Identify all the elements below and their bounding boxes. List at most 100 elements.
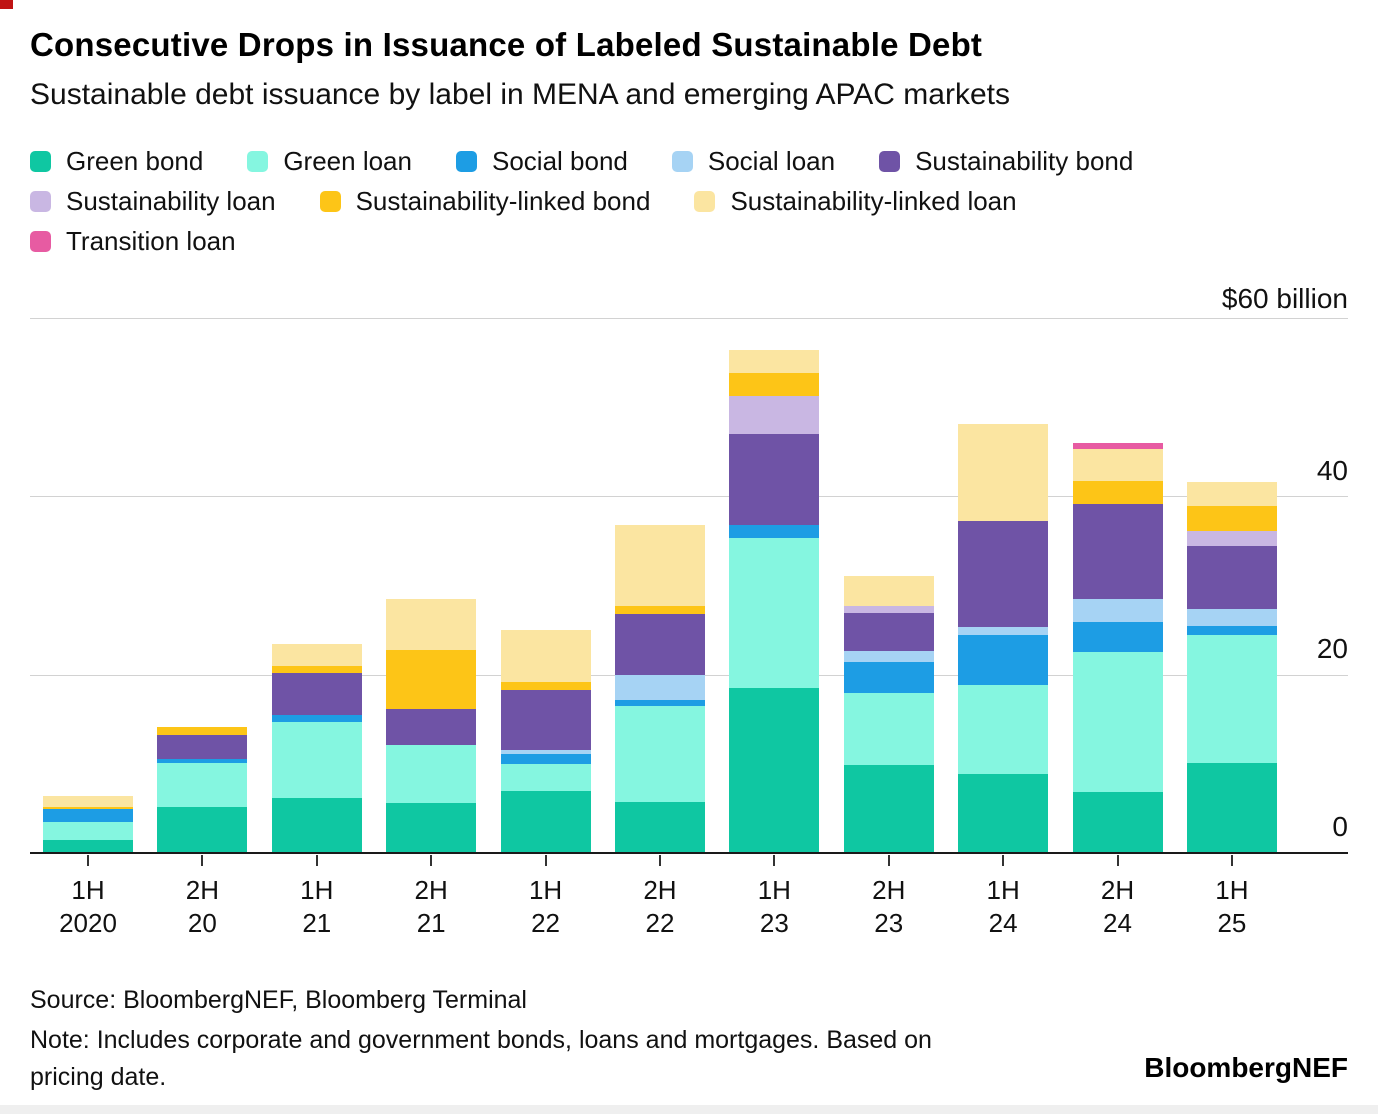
bar-2H-24 (1072, 442, 1163, 853)
bar-2H-22 (614, 524, 705, 853)
legend-item: Sustainability bond (879, 146, 1133, 177)
segment-social-loan (1072, 598, 1163, 623)
legend-item: Green bond (30, 146, 203, 177)
legend-item: Social loan (671, 146, 836, 177)
legend-swatch-icon (455, 151, 477, 172)
segment-green-loan (614, 705, 705, 803)
legend: Green bond Green loan Social bond Social lo… (30, 146, 1177, 257)
x-axis-slot: 2H 20 (157, 855, 247, 940)
x-axis-slot: 2H 21 (386, 855, 476, 940)
segment-sustainability-bond (386, 709, 477, 746)
note-text: Note: Includes corporate and government … (30, 1022, 932, 1096)
segment-green-loan (157, 762, 248, 807)
legend-item: Sustainability-linked loan (694, 186, 1017, 217)
x-axis-tick (1116, 855, 1119, 866)
segment-social-loan (843, 650, 934, 663)
x-axis-tick (1002, 855, 1005, 866)
x-axis-tick (1230, 855, 1233, 866)
segment-green-bond (1072, 792, 1163, 853)
segment-green-bond (614, 802, 705, 853)
segment-sustainability-bond (614, 614, 705, 675)
segment-transition-loan (1072, 442, 1163, 450)
legend-label: Green bond (66, 146, 204, 176)
x-axis-slot: 1H 21 (272, 855, 362, 940)
segment-social-bond (729, 524, 820, 539)
segment-sustainability-linked-loan (614, 524, 705, 607)
segment-green-bond (157, 806, 248, 853)
bottom-strip (0, 1105, 1378, 1114)
y-axis-unit-label: $60 billion (1221, 283, 1348, 314)
x-axis-tick (887, 855, 890, 866)
bar-2H-23 (843, 575, 934, 853)
bar-1H-24 (958, 424, 1049, 853)
legend-item: Green loan (247, 146, 412, 177)
segment-green-loan (500, 763, 591, 791)
legend-row: Transition loan (30, 226, 1177, 257)
bar-1H-25 (1186, 482, 1277, 853)
segment-green-bond (729, 688, 820, 853)
legend-label: Social bond (491, 146, 628, 176)
legend-swatch-icon (319, 191, 341, 212)
chart-title: Consecutive Drops in Issuance of Labeled… (30, 26, 983, 63)
x-axis-labels: 1H 2020 2H 20 1H 21 2H 21 1H 22 2H 22 1H 23 2H 23 1H 24 2H… (43, 855, 1277, 940)
segment-green-bond (1186, 762, 1277, 853)
x-axis-tick (430, 855, 433, 866)
x-axis-label: 2H 24 (1100, 875, 1135, 938)
legend-swatch-icon (30, 151, 51, 172)
x-axis-slot: 1H 25 (1187, 855, 1277, 940)
x-axis-slot: 1H 2020 (43, 855, 133, 940)
x-axis-label: 1H 2020 (59, 875, 117, 938)
x-axis-label: 2H 20 (185, 875, 220, 938)
x-axis-label: 1H 24 (986, 875, 1020, 938)
bar-1H-22 (500, 630, 591, 853)
y-tick-label-0: 0 (1332, 811, 1348, 842)
segment-green-loan (843, 693, 934, 765)
segment-green-loan (43, 821, 133, 840)
x-axis-tick (201, 855, 204, 866)
x-axis-tick (544, 855, 547, 866)
segment-sustainability-linked-bond (43, 806, 133, 810)
segment-sustainability-linked-bond (729, 373, 820, 396)
segment-social-loan (958, 626, 1049, 635)
bars-group (43, 318, 1277, 853)
legend-swatch-icon (879, 151, 901, 172)
source-text: Source: BloombergNEF, Bloomberg Terminal (30, 986, 527, 1014)
segment-sustainability-linked-loan (500, 630, 591, 682)
segment-sustainability-bond (1186, 546, 1277, 609)
segment-green-loan (271, 721, 362, 798)
segment-sustainability-bond (157, 735, 248, 760)
segment-sustainability-bond (843, 613, 934, 651)
gridline-60 (30, 318, 1348, 319)
segment-sustainability-linked-loan (271, 643, 362, 666)
segment-social-bond (157, 759, 248, 763)
segment-green-bond (843, 764, 934, 853)
x-axis-label: 1H 21 (300, 875, 334, 938)
x-axis-label: 1H 25 (1215, 875, 1249, 938)
segment-green-loan (958, 684, 1049, 774)
segment-sustainability-linked-loan (1072, 449, 1163, 482)
segment-green-loan (386, 745, 477, 804)
segment-social-bond (1186, 625, 1277, 635)
segment-social-bond (500, 754, 591, 764)
x-axis-label: 1H 22 (528, 875, 563, 938)
x-axis-label: 2H 22 (643, 875, 677, 938)
segment-social-bond (1072, 622, 1163, 653)
legend-label: Sustainability-linked loan (730, 186, 1017, 216)
segment-sustainability-bond (500, 689, 591, 751)
segment-sustainability-linked-loan (386, 598, 477, 650)
legend-swatch-icon (247, 151, 269, 172)
segment-social-loan (614, 674, 705, 700)
x-axis-tick (658, 855, 661, 866)
x-axis-label: 2H 23 (872, 875, 906, 938)
legend-row: Green bond Green loan Social bond Social lo… (30, 146, 1177, 177)
segment-sustainability-linked-bond (271, 665, 362, 673)
segment-sustainability-linked-bond (1072, 481, 1163, 504)
legend-swatch-icon (30, 231, 51, 252)
note-line1: Note: Includes corporate and government … (30, 1026, 932, 1054)
legend-label: Green loan (283, 146, 412, 176)
legend-label: Sustainability loan (66, 186, 276, 216)
legend-label: Social loan (707, 146, 836, 176)
x-axis-slot: 2H 24 (1073, 855, 1163, 940)
segment-green-loan (1072, 652, 1163, 793)
